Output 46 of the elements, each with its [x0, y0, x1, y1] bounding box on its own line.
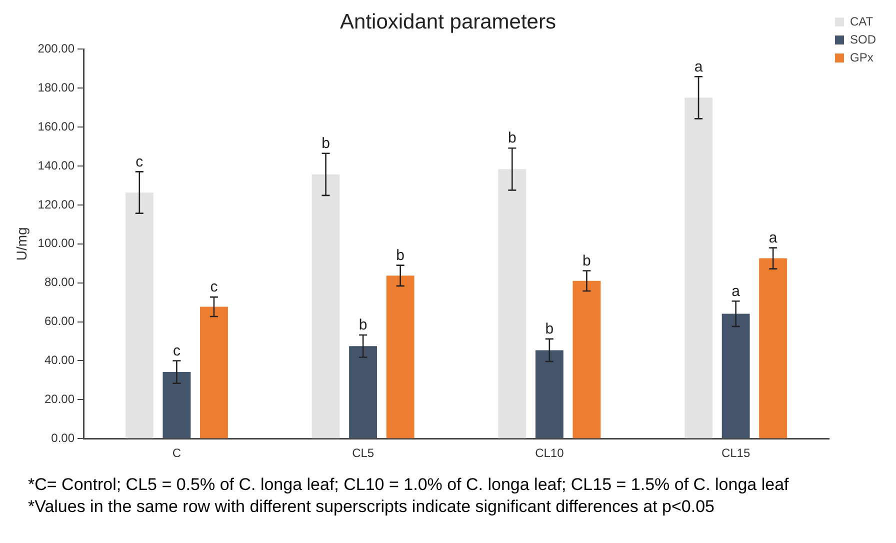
x-tick-label: C: [172, 446, 182, 460]
data-label: b: [508, 130, 516, 147]
x-tick-label: CL15: [721, 446, 750, 460]
x-tick-label: CL10: [535, 446, 564, 460]
y-tick-label: 140.00: [38, 158, 75, 172]
bar: [722, 314, 750, 438]
data-label: b: [582, 252, 591, 270]
legend-label: SOD: [850, 32, 876, 46]
bar: [684, 98, 713, 438]
data-label: a: [768, 229, 778, 246]
bar: [125, 192, 154, 438]
text: *Values in the same row with different superscripts indicate significant differences at p<0.05: [28, 496, 716, 518]
text: *C= Control; CL5 = 0.5% of C. longa leaf; CL10 = 1.0% of C. longa leaf; CL15 = 1.5% of C. longa leaf: [28, 474, 790, 496]
y-tick-label: 160.00: [38, 119, 75, 134]
bar: [162, 372, 191, 438]
data-label: b: [545, 320, 554, 338]
y-tick-label: 80.00: [44, 275, 75, 290]
x-tick-label: CL5: [352, 446, 374, 460]
data-label: b: [322, 135, 330, 152]
y-axis-title: U/mg: [13, 227, 30, 261]
bar: [572, 280, 601, 438]
data-label: a: [694, 58, 704, 76]
data-label: c: [136, 153, 144, 170]
data-label: b: [396, 246, 405, 264]
y-tick-label: 0.00: [51, 430, 75, 445]
bar: [535, 350, 564, 438]
data-label: c: [172, 342, 181, 360]
bar: [200, 306, 228, 438]
data-label: c: [210, 278, 218, 296]
y-tick-label: 20.00: [44, 392, 75, 406]
data-label: b: [358, 316, 368, 334]
y-tick-label: 120.00: [38, 197, 75, 212]
legend-label: GPx: [850, 50, 874, 64]
data-label: a: [732, 282, 741, 300]
y-tick-label: 60.00: [44, 314, 75, 328]
chart-title: Antioxidant parameters: [340, 10, 556, 34]
bar: [759, 258, 788, 438]
bar: [498, 169, 526, 438]
legend-label: CAT: [850, 14, 874, 28]
y-tick-label: 180.00: [38, 80, 75, 94]
bar: [312, 174, 340, 438]
y-tick-label: 100.00: [38, 236, 75, 250]
y-tick-label: 40.00: [44, 353, 75, 368]
bar: [349, 346, 378, 438]
bar: [386, 276, 414, 438]
y-tick-label: 200.00: [38, 42, 75, 56]
